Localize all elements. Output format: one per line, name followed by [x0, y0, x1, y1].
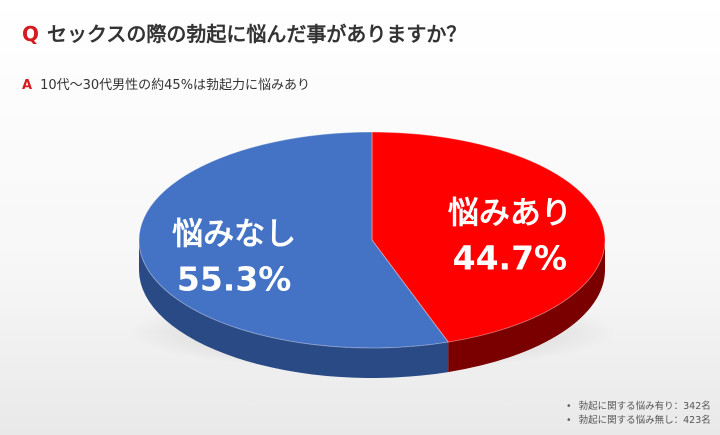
slice-1-label: 悩みなし: [172, 217, 296, 253]
question-marker: Q: [22, 22, 40, 46]
slice-0-side: [448, 240, 605, 373]
question-heading: Q セックスの際の勃起に悩んだ事がありますか？: [22, 18, 466, 47]
slice-1-side: [139, 240, 449, 378]
slice-1-percent: 55.3%: [177, 260, 292, 299]
question-text: セックスの際の勃起に悩んだ事がありますか？: [47, 22, 467, 46]
answer-summary: A 10代〜30代男性の約45%は勃起力に悩みあり: [22, 74, 310, 93]
slice-0-top: [371, 131, 606, 343]
slice-0-label: 悩みあり: [448, 195, 572, 231]
footnote-item: 勃起に関する悩み有り：342名: [566, 400, 711, 414]
slice-0-percent: 44.7%: [453, 238, 568, 277]
answer-marker: A: [22, 78, 33, 93]
answer-text: 10代〜30代男性の約45%は勃起力に悩みあり: [40, 78, 311, 93]
footnote-item: 勃起に関する悩み無し：423名: [566, 414, 711, 428]
slice-1-top: [138, 131, 450, 349]
footnote-list: 勃起に関する悩み有り：342名 勃起に関する悩み無し：423名: [566, 400, 711, 428]
